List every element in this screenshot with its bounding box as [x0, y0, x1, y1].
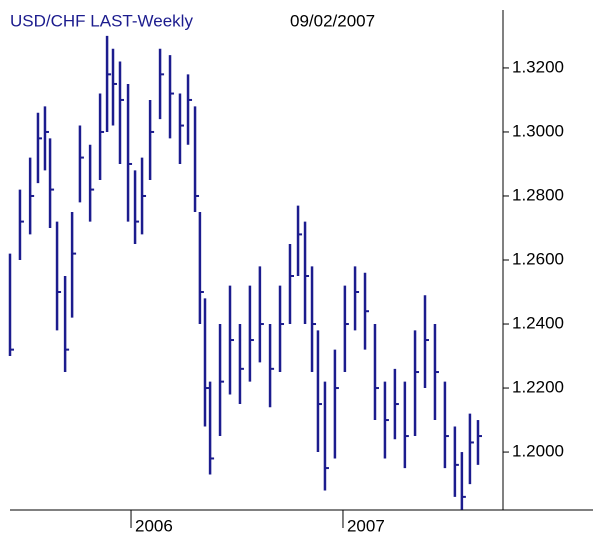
- y-tick-label: 1.2600: [512, 249, 564, 268]
- x-tick-label: 2007: [347, 516, 385, 535]
- y-tick-label: 1.2800: [512, 185, 564, 204]
- y-tick-label: 1.2400: [512, 314, 564, 333]
- chart-date: 09/02/2007: [290, 11, 375, 30]
- y-tick-label: 1.3200: [512, 57, 564, 76]
- y-tick-label: 1.3000: [512, 121, 564, 140]
- y-tick-label: 1.2000: [512, 442, 564, 461]
- y-tick-label: 1.2200: [512, 378, 564, 397]
- chart-title: USD/CHF LAST-Weekly: [10, 11, 193, 30]
- x-tick-label: 2006: [135, 516, 173, 535]
